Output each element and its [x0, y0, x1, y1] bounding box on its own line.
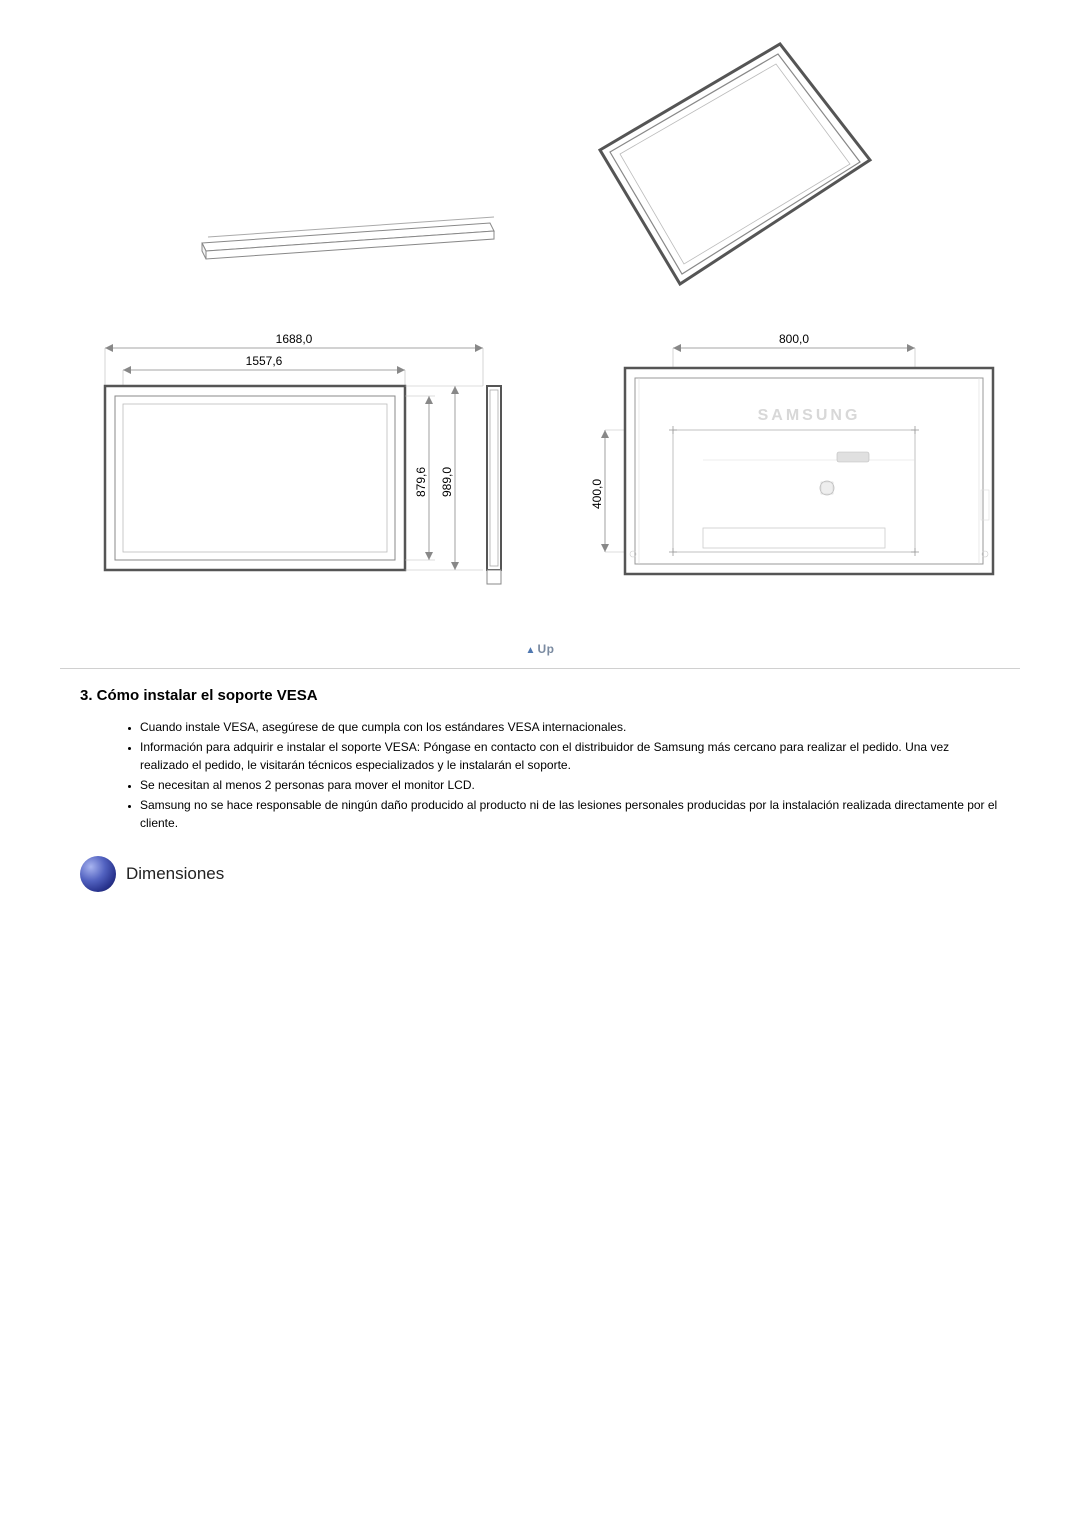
- dimensiones-label: Dimensiones: [126, 864, 224, 884]
- rear-view-diagram: 800,0 400,0 SAMSUNG: [585, 330, 1005, 610]
- dimensiones-row: Dimensiones: [60, 856, 1020, 892]
- section-title: 3. Cómo instalar el soporte VESA: [60, 687, 1020, 704]
- perspective-diagram: [580, 40, 880, 300]
- dim-width-outer: 1688,0: [276, 332, 313, 346]
- list-item: Samsung no se hace responsable de ningún…: [140, 796, 1000, 832]
- top-box-diagram: [200, 205, 500, 275]
- samsung-logo: SAMSUNG: [758, 407, 861, 424]
- dim-rear-width: 800,0: [779, 332, 809, 346]
- dim-height-inner: 879,6: [414, 467, 428, 497]
- up-link[interactable]: ▲Up: [60, 640, 1020, 658]
- bullet-list: Cuando instale VESA, asegúrese de que cu…: [140, 718, 1020, 832]
- up-label: Up: [537, 642, 554, 656]
- list-item: Información para adquirir e instalar el …: [140, 738, 1000, 774]
- dim-width-inner: 1557,6: [246, 354, 283, 368]
- divider: [60, 668, 1020, 669]
- dim-height-outer: 989,0: [440, 467, 454, 497]
- dim-rear-height: 400,0: [590, 479, 604, 509]
- diagram-bottom-row: 1688,0 1557,6 879,6: [60, 330, 1020, 610]
- list-item: Se necesitan al menos 2 personas para mo…: [140, 776, 1000, 794]
- up-arrow-icon: ▲: [526, 645, 536, 656]
- front-view-diagram: 1688,0 1557,6 879,6: [75, 330, 505, 610]
- sphere-icon: [80, 856, 116, 892]
- list-item: Cuando instale VESA, asegúrese de que cu…: [140, 718, 1000, 736]
- diagram-top-row: [60, 40, 1020, 300]
